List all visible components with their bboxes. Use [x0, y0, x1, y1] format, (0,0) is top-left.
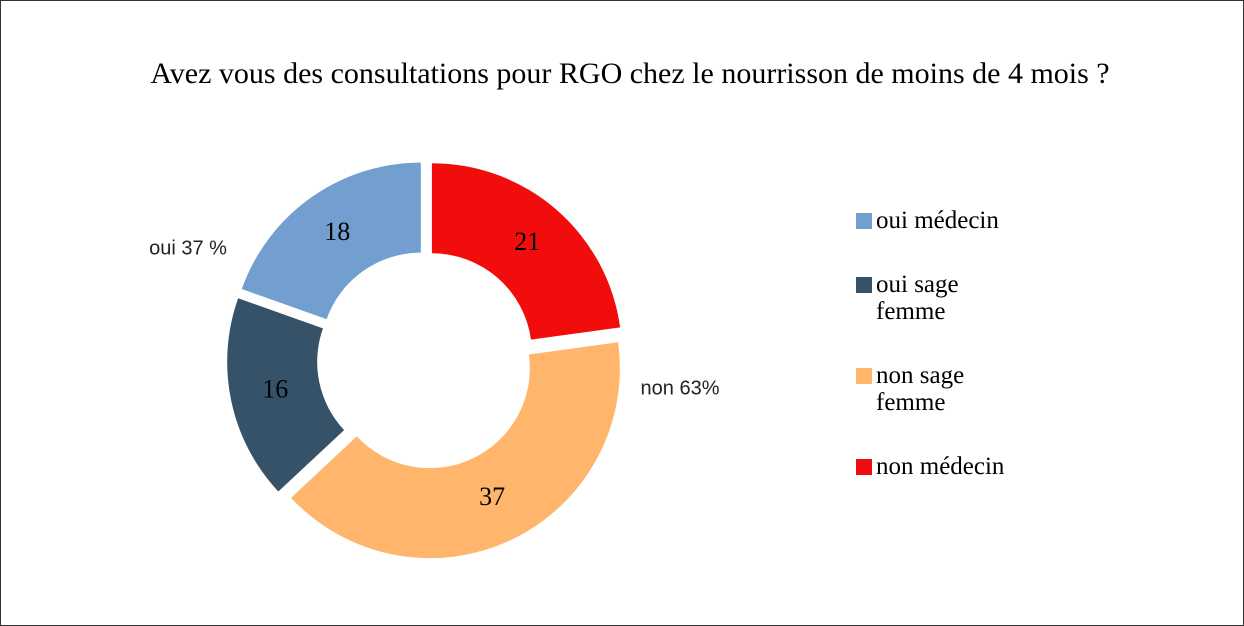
- legend-swatch: [856, 368, 872, 384]
- slice: [291, 342, 620, 559]
- chart-title: Avez vous des consultations pour RGO che…: [150, 57, 1109, 90]
- data-label: 21: [514, 227, 540, 256]
- legend-label: non sage femme: [876, 362, 965, 416]
- legend-label: non médecin: [876, 453, 1005, 480]
- legend-label: oui médecin: [876, 207, 999, 234]
- annotation: oui 37 %: [149, 237, 227, 259]
- legend-item: non médecin: [856, 453, 1056, 480]
- legend-item: oui sage femme: [856, 271, 986, 325]
- legend-item: non sage femme: [856, 362, 986, 416]
- slice: [241, 162, 421, 320]
- legend-swatch: [856, 459, 872, 475]
- data-label: 37: [479, 482, 505, 511]
- legend-item: oui médecin: [856, 207, 1056, 234]
- annotation: non 63%: [641, 377, 720, 399]
- data-label: 18: [324, 217, 350, 246]
- legend-swatch: [856, 213, 872, 229]
- slice: [431, 163, 621, 340]
- data-label: 16: [262, 374, 288, 403]
- legend-swatch: [856, 277, 872, 293]
- legend-label: oui sage femme: [876, 271, 959, 325]
- slice: [227, 298, 345, 492]
